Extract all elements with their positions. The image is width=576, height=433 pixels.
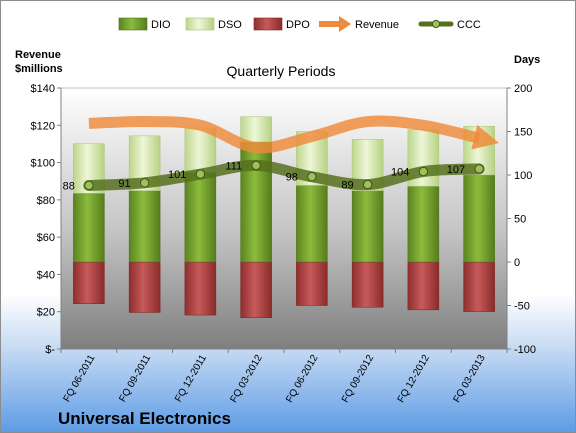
ccc-data-label-5: 89: [341, 180, 353, 192]
ccc-point-3: [251, 160, 261, 171]
x-tick-label-6: FQ 12-2012: [396, 353, 432, 405]
left-tick-label-5: $100: [31, 158, 55, 170]
left-tick-label-1: $20: [37, 307, 55, 319]
legend-label-revenue: Revenue: [355, 19, 399, 31]
x-tick-label-7: FQ 03-2013: [452, 353, 488, 405]
ccc-data-label-3: 111: [225, 160, 242, 172]
bar-dio-4: [296, 185, 328, 263]
ccc-point-7: [474, 164, 484, 174]
bar-dpo-4: [296, 261, 328, 306]
x-tick-label-5: FQ 09-2012: [340, 353, 376, 405]
bar-dpo-1: [128, 261, 161, 313]
left-axis-label-line1: Revenue: [15, 49, 61, 61]
left-tick-label-7: $140: [31, 83, 55, 95]
left-tick-label-6: $120: [31, 120, 55, 132]
right-tick-label-2: 0: [514, 257, 520, 269]
ccc-point-2: [195, 169, 206, 179]
revenue-line: [88, 115, 499, 154]
bar-dpo-6: [407, 261, 440, 311]
legend-label-dpo: DPO: [286, 19, 310, 31]
legend-label-dio: DIO: [151, 19, 171, 31]
legend-swatch-ccc-dot: [431, 19, 441, 29]
ccc-data-label-0: 88: [63, 180, 75, 192]
x-tick-label-3: FQ 03-2012: [229, 353, 265, 405]
chart-title: Quarterly Periods: [227, 63, 336, 79]
bar-dio-1: [128, 190, 161, 263]
bar-dio-6: [407, 186, 440, 263]
bar-dpo-0: [73, 261, 105, 305]
ccc-point-6: [418, 166, 429, 177]
right-axis-label: Days: [514, 54, 540, 66]
left-tick-label-4: $80: [37, 195, 55, 207]
bar-dso-3: [240, 116, 272, 143]
left-axis-label-line2: $millions: [15, 63, 63, 75]
legend-swatch-revenue: [319, 16, 351, 32]
legend-swatch-dpo: [253, 17, 283, 31]
x-tick-label-4: FQ 06-2012: [284, 353, 320, 405]
bar-dpo-3: [240, 261, 272, 318]
right-tick-label-1: -50: [514, 301, 530, 313]
bar-dio-2: [184, 172, 217, 263]
legend-label-dso: DSO: [218, 19, 242, 31]
right-tick-label-6: 200: [514, 83, 532, 95]
ccc-data-label-4: 98: [286, 172, 298, 184]
ccc-point-4: [307, 172, 317, 182]
company-name: Universal Electronics: [58, 409, 231, 428]
bar-dso-2: [184, 127, 217, 173]
right-tick-label-4: 100: [514, 170, 532, 182]
right-tick-label-0: -100: [514, 344, 536, 356]
left-tick-label-0: $-: [45, 344, 55, 356]
x-tick-label-2: FQ 12-2011: [173, 353, 209, 404]
ccc-data-label-1: 91: [118, 178, 130, 190]
ccc-data-label-7: 107: [447, 164, 465, 176]
bar-dio-7: [463, 174, 495, 263]
left-tick-label-3: $60: [37, 232, 55, 244]
bar-dio-5: [351, 190, 384, 263]
bar-dpo-2: [184, 261, 217, 316]
legend-swatch-dso: [185, 17, 215, 31]
left-tick-label-2: $40: [37, 269, 55, 281]
x-tick-label-1: FQ 09-2011: [117, 353, 153, 404]
bar-dio-0: [73, 193, 105, 263]
bar-dpo-7: [463, 261, 495, 312]
x-tick-label-0: FQ 06-2011: [62, 353, 98, 404]
bar-dpo-5: [351, 261, 384, 308]
ccc-point-0: [84, 180, 94, 191]
ccc-data-label-2: 101: [168, 169, 186, 181]
legend-label-ccc: CCC: [457, 19, 481, 31]
ccc-data-label-6: 104: [391, 167, 409, 179]
right-tick-label-5: 150: [514, 127, 532, 139]
right-tick-label-3: 50: [514, 214, 526, 226]
legend-swatch-dio: [118, 17, 148, 31]
ccc-point-1: [139, 178, 150, 188]
ccc-point-5: [362, 179, 373, 190]
